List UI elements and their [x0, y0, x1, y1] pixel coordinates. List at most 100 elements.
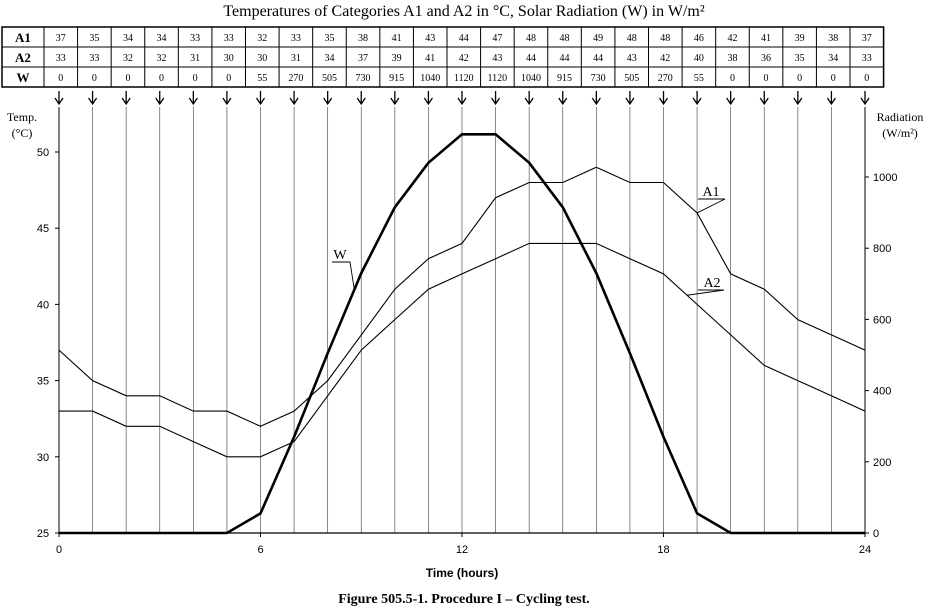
table-cell-a2: 43	[492, 53, 502, 64]
table-cell-w: 55	[694, 73, 704, 84]
table-cell-a1: 47	[492, 33, 502, 44]
down-arrow-head-icon	[255, 97, 266, 106]
table-cell-w: 915	[389, 73, 404, 84]
table-cell-w: 915	[557, 73, 572, 84]
table-cell-a1: 44	[459, 33, 469, 44]
x-tick-label: 6	[257, 544, 263, 556]
table-cell-a2: 44	[560, 53, 570, 64]
table-cell-w: 270	[658, 73, 673, 84]
table-cell-w: 1040	[521, 73, 541, 84]
series-line-a1	[58, 166, 866, 427]
table-cell-a2: 39	[392, 53, 402, 64]
table-cell-a1: 48	[526, 33, 536, 44]
table-cell-w: 0	[193, 73, 198, 84]
table-cell-a2: 30	[257, 53, 267, 64]
y-right-tick-label: 1000	[873, 172, 897, 184]
down-arrow-head-icon	[289, 97, 299, 106]
table-cell-a2: 31	[291, 53, 301, 64]
y-left-label: (°C)	[12, 126, 33, 140]
table-cell-a1: 33	[224, 33, 234, 44]
table-cell-a2: 33	[56, 53, 66, 64]
table-cell-w: 0	[92, 73, 97, 84]
down-arrow-head-icon	[121, 97, 131, 106]
table-cell-a1: 34	[123, 33, 133, 44]
table-cell-a2: 44	[526, 53, 536, 64]
down-arrow-head-icon	[54, 97, 64, 106]
down-arrow-head-icon	[457, 97, 467, 106]
y-right-label: Radiation	[877, 110, 924, 124]
table-cell-a2: 41	[425, 53, 435, 64]
table-cell-w: 1040	[420, 73, 440, 84]
table-cell-a1: 48	[627, 33, 637, 44]
down-arrow-head-icon	[423, 97, 433, 106]
y-left-tick-label: 35	[37, 376, 49, 388]
y-left-tick-label: 40	[37, 299, 49, 311]
series-line-a2	[59, 242, 866, 458]
y-left-tick-label: 25	[37, 528, 49, 540]
table-cell-a1: 42	[727, 33, 737, 44]
table-cell-w: 0	[125, 73, 130, 84]
y-right-tick-label: 400	[873, 386, 891, 398]
table-cell-a2: 42	[459, 53, 469, 64]
down-arrow-head-icon	[323, 97, 333, 106]
x-tick-label: 0	[56, 544, 62, 556]
table-cell-a1: 48	[660, 33, 670, 44]
series-line-w	[59, 133, 865, 535]
table-cell-w: 0	[159, 73, 164, 84]
figure-caption: Figure 505.5-1. Procedure I – Cycling te…	[338, 592, 590, 607]
down-arrow-head-icon	[222, 97, 232, 106]
table-cell-a2: 43	[627, 53, 637, 64]
y-left-tick-label: 50	[37, 147, 49, 159]
table-cell-w: 1120	[488, 73, 508, 84]
table-cell-a1: 41	[761, 33, 771, 44]
table-cell-a1: 34	[157, 33, 167, 44]
down-arrow-head-icon	[860, 97, 870, 106]
data-table-border	[1, 26, 885, 88]
down-arrow-head-icon	[524, 97, 534, 106]
down-arrow-head-icon	[591, 97, 601, 106]
table-cell-w: 1120	[454, 73, 474, 84]
table-cell-a1: 37	[56, 33, 66, 44]
table-cell-w: 0	[58, 73, 63, 84]
table-cell-a2: 42	[660, 53, 670, 64]
down-arrow-head-icon	[625, 97, 635, 106]
table-cell-a1: 35	[324, 33, 334, 44]
series-label-a2: A2	[703, 276, 720, 291]
table-cell-w: 505	[322, 73, 337, 84]
table-cell-a2: 32	[157, 53, 167, 64]
down-arrow-head-icon	[356, 97, 366, 106]
down-arrow-head-icon	[491, 97, 501, 106]
table-cell-a2: 40	[694, 53, 704, 64]
table-cell-a1: 46	[694, 33, 704, 44]
series-label-a1: A1	[702, 185, 719, 200]
table-cell-a1: 43	[425, 33, 435, 44]
table-cell-a2: 36	[761, 53, 771, 64]
table-cell-w: 0	[764, 73, 769, 84]
table-cell-w: 55	[257, 73, 267, 84]
y-left-label: Temp.	[7, 110, 37, 124]
table-cell-a1: 35	[89, 33, 99, 44]
x-tick-label: 18	[657, 544, 669, 556]
down-arrow-head-icon	[155, 97, 165, 106]
table-cell-w: 505	[624, 73, 639, 84]
table-cell-a1: 33	[291, 33, 301, 44]
table-cell-w: 0	[831, 73, 836, 84]
table-cell-w: 0	[797, 73, 802, 84]
down-arrow-head-icon	[658, 97, 669, 106]
series-label-leader	[686, 289, 725, 296]
table-cell-a2: 44	[593, 53, 603, 64]
table-row-label-a1: A1	[15, 30, 31, 45]
table-cell-a1: 38	[358, 33, 368, 44]
x-tick-label: 24	[859, 544, 871, 556]
table-cell-a1: 48	[560, 33, 570, 44]
table-row-label-a2: A2	[15, 50, 31, 65]
down-arrow-head-icon	[826, 97, 836, 106]
table-cell-a2: 38	[727, 53, 737, 64]
table-cell-a2: 32	[123, 53, 133, 64]
table-cell-w: 270	[288, 73, 303, 84]
table-cell-a1: 49	[593, 33, 603, 44]
y-right-tick-label: 0	[873, 528, 879, 540]
table-cell-a2: 33	[89, 53, 99, 64]
